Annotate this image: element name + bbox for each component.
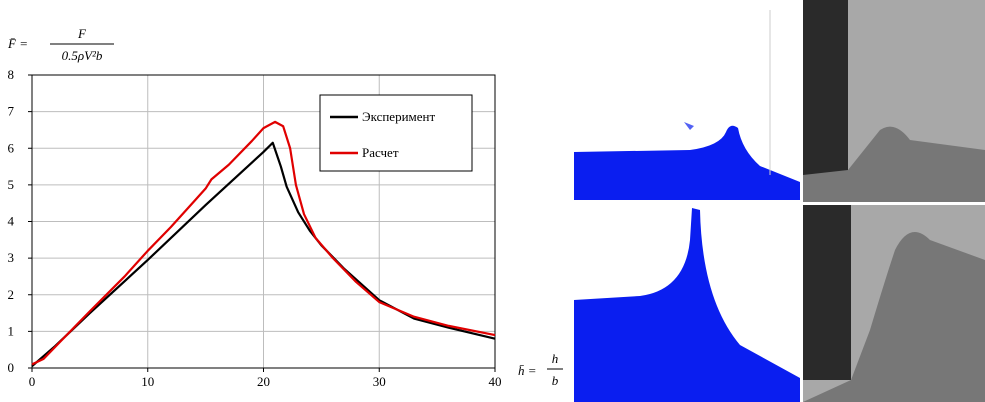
- x-tick-label: 20: [257, 374, 270, 389]
- y-tick-label: 5: [8, 177, 15, 192]
- figure: F̄ = F 0.5ρV²b h̄ = h b 0 1 2 3 4 5 6 7 8 0 10 20 30…: [0, 0, 985, 402]
- x-tick-label: 10: [141, 374, 154, 389]
- y-label-symbol: F̄ =: [7, 36, 28, 51]
- y-tick-label: 3: [8, 250, 15, 265]
- x-label-numerator: h: [552, 351, 559, 366]
- y-tick-label: 6: [8, 140, 15, 155]
- y-tick-label: 2: [8, 287, 15, 302]
- y-tick-label: 0: [8, 360, 15, 375]
- x-label-symbol: h̄ =: [518, 363, 537, 378]
- y-tick-label: 1: [8, 323, 15, 338]
- photo-bottom: [803, 205, 985, 402]
- x-tick-label: 40: [489, 374, 502, 389]
- simulation-top: [573, 0, 800, 200]
- simulation-bottom: [573, 205, 800, 402]
- x-tick-label: 0: [29, 374, 36, 389]
- y-label-numerator: F: [77, 26, 87, 41]
- y-tick-label: 7: [8, 104, 15, 119]
- y-tick-label: 8: [8, 67, 15, 82]
- y-label-denominator: 0.5ρV²b: [62, 48, 103, 63]
- legend-label: Эксперимент: [362, 109, 435, 124]
- y-tick-label: 4: [8, 214, 15, 229]
- legend-label: Расчет: [362, 145, 399, 160]
- photo-top: [803, 0, 985, 202]
- x-label-denominator: b: [552, 373, 559, 388]
- x-tick-label: 30: [373, 374, 386, 389]
